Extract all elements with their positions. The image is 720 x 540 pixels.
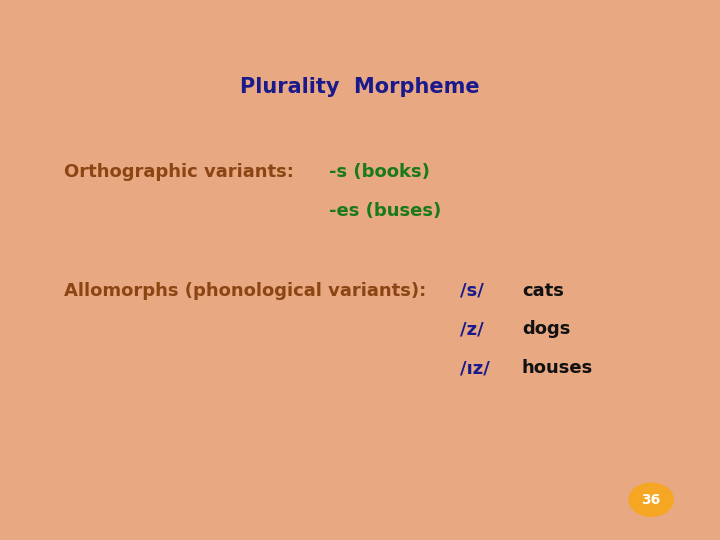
Text: Plurality  Morpheme: Plurality Morpheme	[240, 77, 480, 97]
Text: -es (buses): -es (buses)	[329, 201, 441, 220]
Text: /s/: /s/	[460, 282, 484, 300]
Text: Orthographic variants:: Orthographic variants:	[64, 163, 307, 181]
Circle shape	[629, 483, 673, 516]
Text: -s (books): -s (books)	[329, 163, 430, 181]
Text: /ız/: /ız/	[460, 359, 490, 377]
Text: 36: 36	[642, 492, 661, 507]
Text: /z/: /z/	[460, 320, 484, 339]
Text: Allomorphs (phonological variants):: Allomorphs (phonological variants):	[64, 282, 426, 300]
Text: cats: cats	[522, 282, 564, 300]
Text: houses: houses	[522, 359, 593, 377]
Text: dogs: dogs	[522, 320, 570, 339]
